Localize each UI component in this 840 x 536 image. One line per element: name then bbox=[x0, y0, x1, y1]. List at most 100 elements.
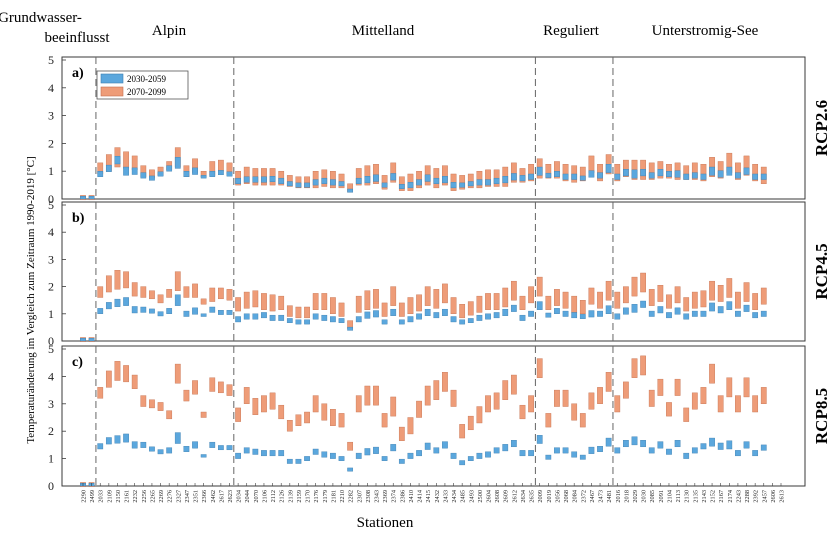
bar-near-2034 bbox=[235, 452, 241, 459]
bar-far-2112 bbox=[269, 294, 276, 312]
bar-far-2347 bbox=[183, 286, 190, 298]
bar-far-2410 bbox=[407, 297, 414, 315]
bar-near-2609 bbox=[502, 176, 509, 184]
y-tick-label: 5 bbox=[48, 198, 54, 212]
bar-far-2256 bbox=[140, 395, 147, 407]
bar-far-2635 bbox=[528, 164, 534, 182]
bar-far-2161 bbox=[123, 271, 129, 289]
bar-far-2135 bbox=[691, 162, 698, 180]
bar-far-2386 bbox=[398, 176, 405, 191]
bar-near-2139 bbox=[286, 181, 293, 187]
bar-near-2139 bbox=[286, 458, 293, 464]
bar-far-2386 bbox=[398, 426, 405, 441]
bar-near-2493 bbox=[467, 318, 474, 323]
legend-label-far: 2070-2099 bbox=[127, 87, 166, 97]
y-tick-label: 4 bbox=[48, 225, 54, 239]
bar-far-2327 bbox=[174, 363, 181, 384]
station-label-2029: 2029 bbox=[632, 490, 639, 503]
bar-near-2068 bbox=[562, 310, 569, 317]
bar-far-2467 bbox=[588, 392, 595, 410]
bar-near-2415 bbox=[424, 308, 431, 316]
panel-label: a) bbox=[72, 66, 84, 81]
bar-near-2433 bbox=[442, 441, 448, 449]
station-label-2410: 2410 bbox=[408, 490, 415, 503]
bar-near-2392 bbox=[752, 450, 759, 457]
bar-far-2084 bbox=[571, 295, 578, 313]
bar-far-2106 bbox=[261, 395, 267, 413]
bar-far-2112 bbox=[269, 392, 276, 410]
bar-near-2634 bbox=[519, 314, 526, 321]
bar-far-2493 bbox=[467, 173, 474, 189]
station-label-2343: 2343 bbox=[373, 490, 380, 503]
bar-near-2434 bbox=[450, 316, 457, 323]
station-label-2608: 2608 bbox=[494, 490, 501, 503]
bar-far-2386 bbox=[398, 302, 405, 317]
bar-near-2170 bbox=[304, 319, 310, 325]
y-tick-label: 1 bbox=[48, 164, 54, 178]
bar-near-2044 bbox=[243, 313, 250, 320]
legend-swatch-far bbox=[100, 86, 124, 97]
bar-near-2085 bbox=[648, 172, 655, 179]
station-label-2432: 2432 bbox=[434, 490, 441, 503]
bar-near-2485 bbox=[459, 319, 466, 325]
bar-near-2034 bbox=[235, 177, 241, 184]
bar-near-2366 bbox=[200, 454, 207, 458]
bar-near-2084 bbox=[571, 451, 578, 458]
station-label-2604: 2604 bbox=[486, 489, 493, 502]
y-tick-label: 0 bbox=[48, 334, 54, 348]
bar-far-2392 bbox=[752, 293, 759, 310]
bar-far-2434 bbox=[450, 389, 457, 407]
bar-near-2085 bbox=[648, 447, 655, 454]
bar-near-2056 bbox=[554, 447, 560, 454]
bar-far-2019 bbox=[545, 295, 552, 310]
bar-near-2473 bbox=[597, 172, 603, 179]
bar-far-2347 bbox=[183, 389, 190, 402]
bar-far-2433 bbox=[442, 372, 448, 392]
bar-near-2135 bbox=[691, 447, 698, 454]
bar-far-2044 bbox=[243, 166, 250, 184]
station-label-2056: 2056 bbox=[554, 490, 561, 503]
bar-far-2170 bbox=[304, 176, 310, 189]
bar-near-2009 bbox=[536, 166, 543, 176]
bar-far-2029 bbox=[631, 276, 638, 297]
scenario-label: RCP8.5 bbox=[812, 388, 831, 444]
panel-label: c) bbox=[72, 355, 83, 370]
bar-far-2139 bbox=[286, 420, 293, 432]
bar-far-2473 bbox=[597, 387, 603, 404]
bar-near-2473 bbox=[597, 310, 603, 317]
bar-far-2126 bbox=[278, 404, 285, 420]
bar-near-2170 bbox=[304, 182, 310, 188]
bar-far-2085 bbox=[648, 389, 655, 407]
bar-near-2034 bbox=[235, 316, 241, 323]
region-unterstromig-see: Unterstromig-See bbox=[652, 23, 759, 39]
bar-far-2018 bbox=[623, 286, 629, 304]
bar-near-2085 bbox=[648, 310, 655, 317]
bar-near-2113 bbox=[674, 307, 681, 315]
bar-near-2432 bbox=[433, 312, 440, 319]
bar-far-2009 bbox=[536, 358, 543, 378]
bar-near-2016 bbox=[614, 447, 621, 454]
bar-far-2161 bbox=[123, 365, 129, 383]
panel-frame bbox=[61, 345, 806, 487]
bar-far-2617 bbox=[218, 287, 224, 300]
station-label-2606: 2606 bbox=[770, 490, 777, 503]
bar-near-2307 bbox=[355, 316, 362, 323]
bar-far-2481 bbox=[605, 280, 612, 301]
bar-near-2112 bbox=[269, 450, 276, 457]
bar-near-2130 bbox=[683, 452, 690, 459]
station-label-2623: 2623 bbox=[227, 490, 234, 503]
station-label-2019: 2019 bbox=[546, 490, 553, 503]
bar-near-2307 bbox=[355, 452, 362, 459]
station-label-2085: 2085 bbox=[649, 490, 656, 503]
bar-near-2019 bbox=[545, 172, 552, 178]
bar-near-2232 bbox=[131, 441, 138, 449]
station-label-2159: 2159 bbox=[296, 490, 303, 503]
bar-near-2143 bbox=[700, 310, 707, 317]
bar-far-2485 bbox=[459, 175, 466, 190]
station-label-2179: 2179 bbox=[322, 490, 329, 503]
bar-near-2410 bbox=[407, 182, 414, 189]
bar-near-2347 bbox=[183, 446, 190, 452]
bar-far-2159 bbox=[295, 414, 302, 426]
station-label-2034: 2034 bbox=[236, 489, 243, 502]
bar-far-2612 bbox=[510, 162, 517, 183]
